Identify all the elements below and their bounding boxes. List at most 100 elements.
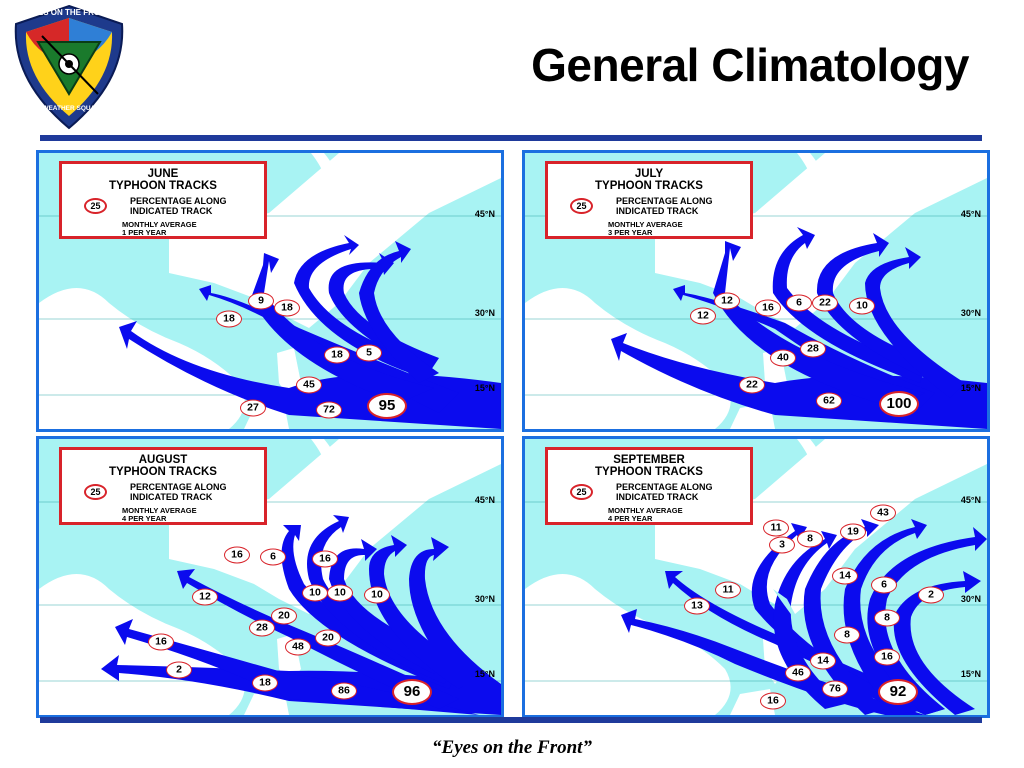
track-percent-marker: 22 bbox=[812, 294, 838, 312]
june-map: JUNE TYPHOON TRACKS 25 PERCENTAGE ALONG … bbox=[36, 150, 504, 432]
track-percent-marker: 11 bbox=[763, 519, 789, 537]
august-map: AUGUST TYPHOON TRACKS 25 PERCENTAGE ALON… bbox=[36, 436, 504, 718]
track-percent-marker: 10 bbox=[327, 584, 353, 602]
latitude-30n-label: 30°N bbox=[474, 308, 495, 318]
track-percent-marker: 19 bbox=[840, 523, 866, 541]
latitude-15n-label: 15°N bbox=[474, 669, 495, 679]
legend-average-label: MONTHLY AVERAGE bbox=[122, 220, 197, 229]
latitude-30n-label: 30°N bbox=[474, 594, 495, 604]
track-percent-marker: 10 bbox=[364, 586, 390, 604]
track-percent-marker: 12 bbox=[714, 292, 740, 310]
legend-sample-marker: 25 bbox=[570, 198, 593, 214]
legend-month: AUGUST bbox=[138, 454, 188, 466]
track-percent-marker: 13 bbox=[684, 597, 710, 615]
august-legend: AUGUST TYPHOON TRACKS 25 PERCENTAGE ALON… bbox=[59, 447, 267, 525]
track-percent-marker: 10 bbox=[302, 584, 328, 602]
track-percent-marker: 43 bbox=[870, 504, 896, 522]
track-percent-marker: 6 bbox=[260, 548, 286, 566]
track-percent-marker: 28 bbox=[800, 340, 826, 358]
legend-month: JULY bbox=[634, 168, 664, 180]
track-percent-marker: 86 bbox=[331, 682, 357, 700]
top-divider bbox=[40, 135, 982, 141]
legend-subtitle: TYPHOON TRACKS bbox=[595, 180, 703, 192]
latitude-45n-label: 45°N bbox=[960, 209, 981, 219]
legend-percent-label: PERCENTAGE ALONG INDICATED TRACK bbox=[130, 482, 227, 502]
track-percent-marker: 72 bbox=[316, 401, 342, 419]
track-percent-marker: 46 bbox=[785, 664, 811, 682]
latitude-30n-label: 30°N bbox=[960, 594, 981, 604]
track-percent-marker: 16 bbox=[312, 550, 338, 568]
latitude-45n-label: 45°N bbox=[474, 209, 495, 219]
track-percent-marker: 8 bbox=[874, 609, 900, 627]
track-percent-marker: 6 bbox=[871, 576, 897, 594]
track-percent-marker: 14 bbox=[832, 567, 858, 585]
latitude-45n-label: 45°N bbox=[474, 495, 495, 505]
track-percent-marker: 48 bbox=[285, 638, 311, 656]
legend-average-label: MONTHLY AVERAGE bbox=[608, 506, 683, 515]
track-percent-marker: 12 bbox=[690, 307, 716, 325]
track-total-marker: 96 bbox=[392, 679, 432, 705]
legend-average-label: MONTHLY AVERAGE bbox=[608, 220, 683, 229]
track-percent-marker: 12 bbox=[192, 588, 218, 606]
legend-average-value: 1 PER YEAR bbox=[122, 228, 167, 237]
legend-sample-marker: 25 bbox=[570, 484, 593, 500]
legend-subtitle: TYPHOON TRACKS bbox=[109, 180, 217, 192]
june-legend: JUNE TYPHOON TRACKS 25 PERCENTAGE ALONG … bbox=[59, 161, 267, 239]
july-map: JULY TYPHOON TRACKS 25 PERCENTAGE ALONG … bbox=[522, 150, 990, 432]
footer-slogan: “Eyes on the Front” bbox=[432, 737, 592, 758]
legend-average: MONTHLY AVERAGE 4 PER YEAR bbox=[608, 507, 748, 523]
track-percent-marker: 3 bbox=[769, 536, 795, 554]
track-percent-marker: 18 bbox=[216, 310, 242, 328]
track-percent-marker: 2 bbox=[918, 586, 944, 604]
track-percent-marker: 18 bbox=[252, 674, 278, 692]
legend-average: MONTHLY AVERAGE 4 PER YEAR bbox=[122, 507, 262, 523]
track-percent-marker: 27 bbox=[240, 399, 266, 417]
legend-subtitle: TYPHOON TRACKS bbox=[595, 466, 703, 478]
legend-average-value: 4 PER YEAR bbox=[122, 514, 167, 523]
track-total-marker: 95 bbox=[367, 393, 407, 419]
latitude-15n-label: 15°N bbox=[960, 383, 981, 393]
legend-percent-label: PERCENTAGE ALONG INDICATED TRACK bbox=[616, 196, 713, 216]
legend-average-label: MONTHLY AVERAGE bbox=[122, 506, 197, 515]
track-percent-marker: 9 bbox=[248, 292, 274, 310]
legend-sample-marker: 25 bbox=[84, 484, 107, 500]
track-percent-marker: 16 bbox=[148, 633, 174, 651]
july-legend: JULY TYPHOON TRACKS 25 PERCENTAGE ALONG … bbox=[545, 161, 753, 239]
track-percent-marker: 20 bbox=[315, 629, 341, 647]
track-percent-marker: 62 bbox=[816, 392, 842, 410]
track-percent-marker: 28 bbox=[249, 619, 275, 637]
track-percent-marker: 16 bbox=[760, 692, 786, 710]
track-total-marker: 100 bbox=[879, 391, 919, 417]
latitude-15n-label: 15°N bbox=[960, 669, 981, 679]
legend-average-value: 4 PER YEAR bbox=[608, 514, 653, 523]
track-percent-marker: 16 bbox=[874, 648, 900, 666]
track-percent-marker: 14 bbox=[810, 652, 836, 670]
legend-average-value: 3 PER YEAR bbox=[608, 228, 653, 237]
june-map-graphic bbox=[39, 153, 501, 429]
latitude-15n-label: 15°N bbox=[474, 383, 495, 393]
legend-month: JUNE bbox=[147, 168, 179, 180]
track-percent-marker: 40 bbox=[770, 349, 796, 367]
legend-average: MONTHLY AVERAGE 3 PER YEAR bbox=[608, 221, 748, 237]
september-map: SEPTEMBER TYPHOON TRACKS 25 PERCENTAGE A… bbox=[522, 436, 990, 718]
legend-average: MONTHLY AVERAGE 1 PER YEAR bbox=[122, 221, 262, 237]
track-percent-marker: 18 bbox=[274, 299, 300, 317]
legend-month: SEPTEMBER bbox=[613, 454, 685, 466]
legend-percent-label: PERCENTAGE ALONG INDICATED TRACK bbox=[616, 482, 713, 502]
legend-subtitle: TYPHOON TRACKS bbox=[109, 466, 217, 478]
legend-percent-label: PERCENTAGE ALONG INDICATED TRACK bbox=[130, 196, 227, 216]
page-title: General Climatology bbox=[531, 39, 969, 91]
track-percent-marker: 20 bbox=[271, 607, 297, 625]
track-percent-marker: 22 bbox=[739, 376, 765, 394]
track-percent-marker: 11 bbox=[715, 581, 741, 599]
track-percent-marker: 18 bbox=[324, 346, 350, 364]
august-map-graphic bbox=[39, 439, 501, 715]
squadron-logo: EYES ON THE FRONT 607th WEATHER SQUADRON bbox=[14, 4, 124, 130]
bottom-divider bbox=[40, 717, 982, 723]
track-percent-marker: 5 bbox=[356, 344, 382, 362]
svg-text:EYES ON THE FRONT: EYES ON THE FRONT bbox=[27, 8, 111, 17]
latitude-45n-label: 45°N bbox=[960, 495, 981, 505]
svg-text:607th WEATHER SQUADRON: 607th WEATHER SQUADRON bbox=[24, 105, 115, 112]
track-percent-marker: 2 bbox=[166, 661, 192, 679]
legend-sample-marker: 25 bbox=[84, 198, 107, 214]
